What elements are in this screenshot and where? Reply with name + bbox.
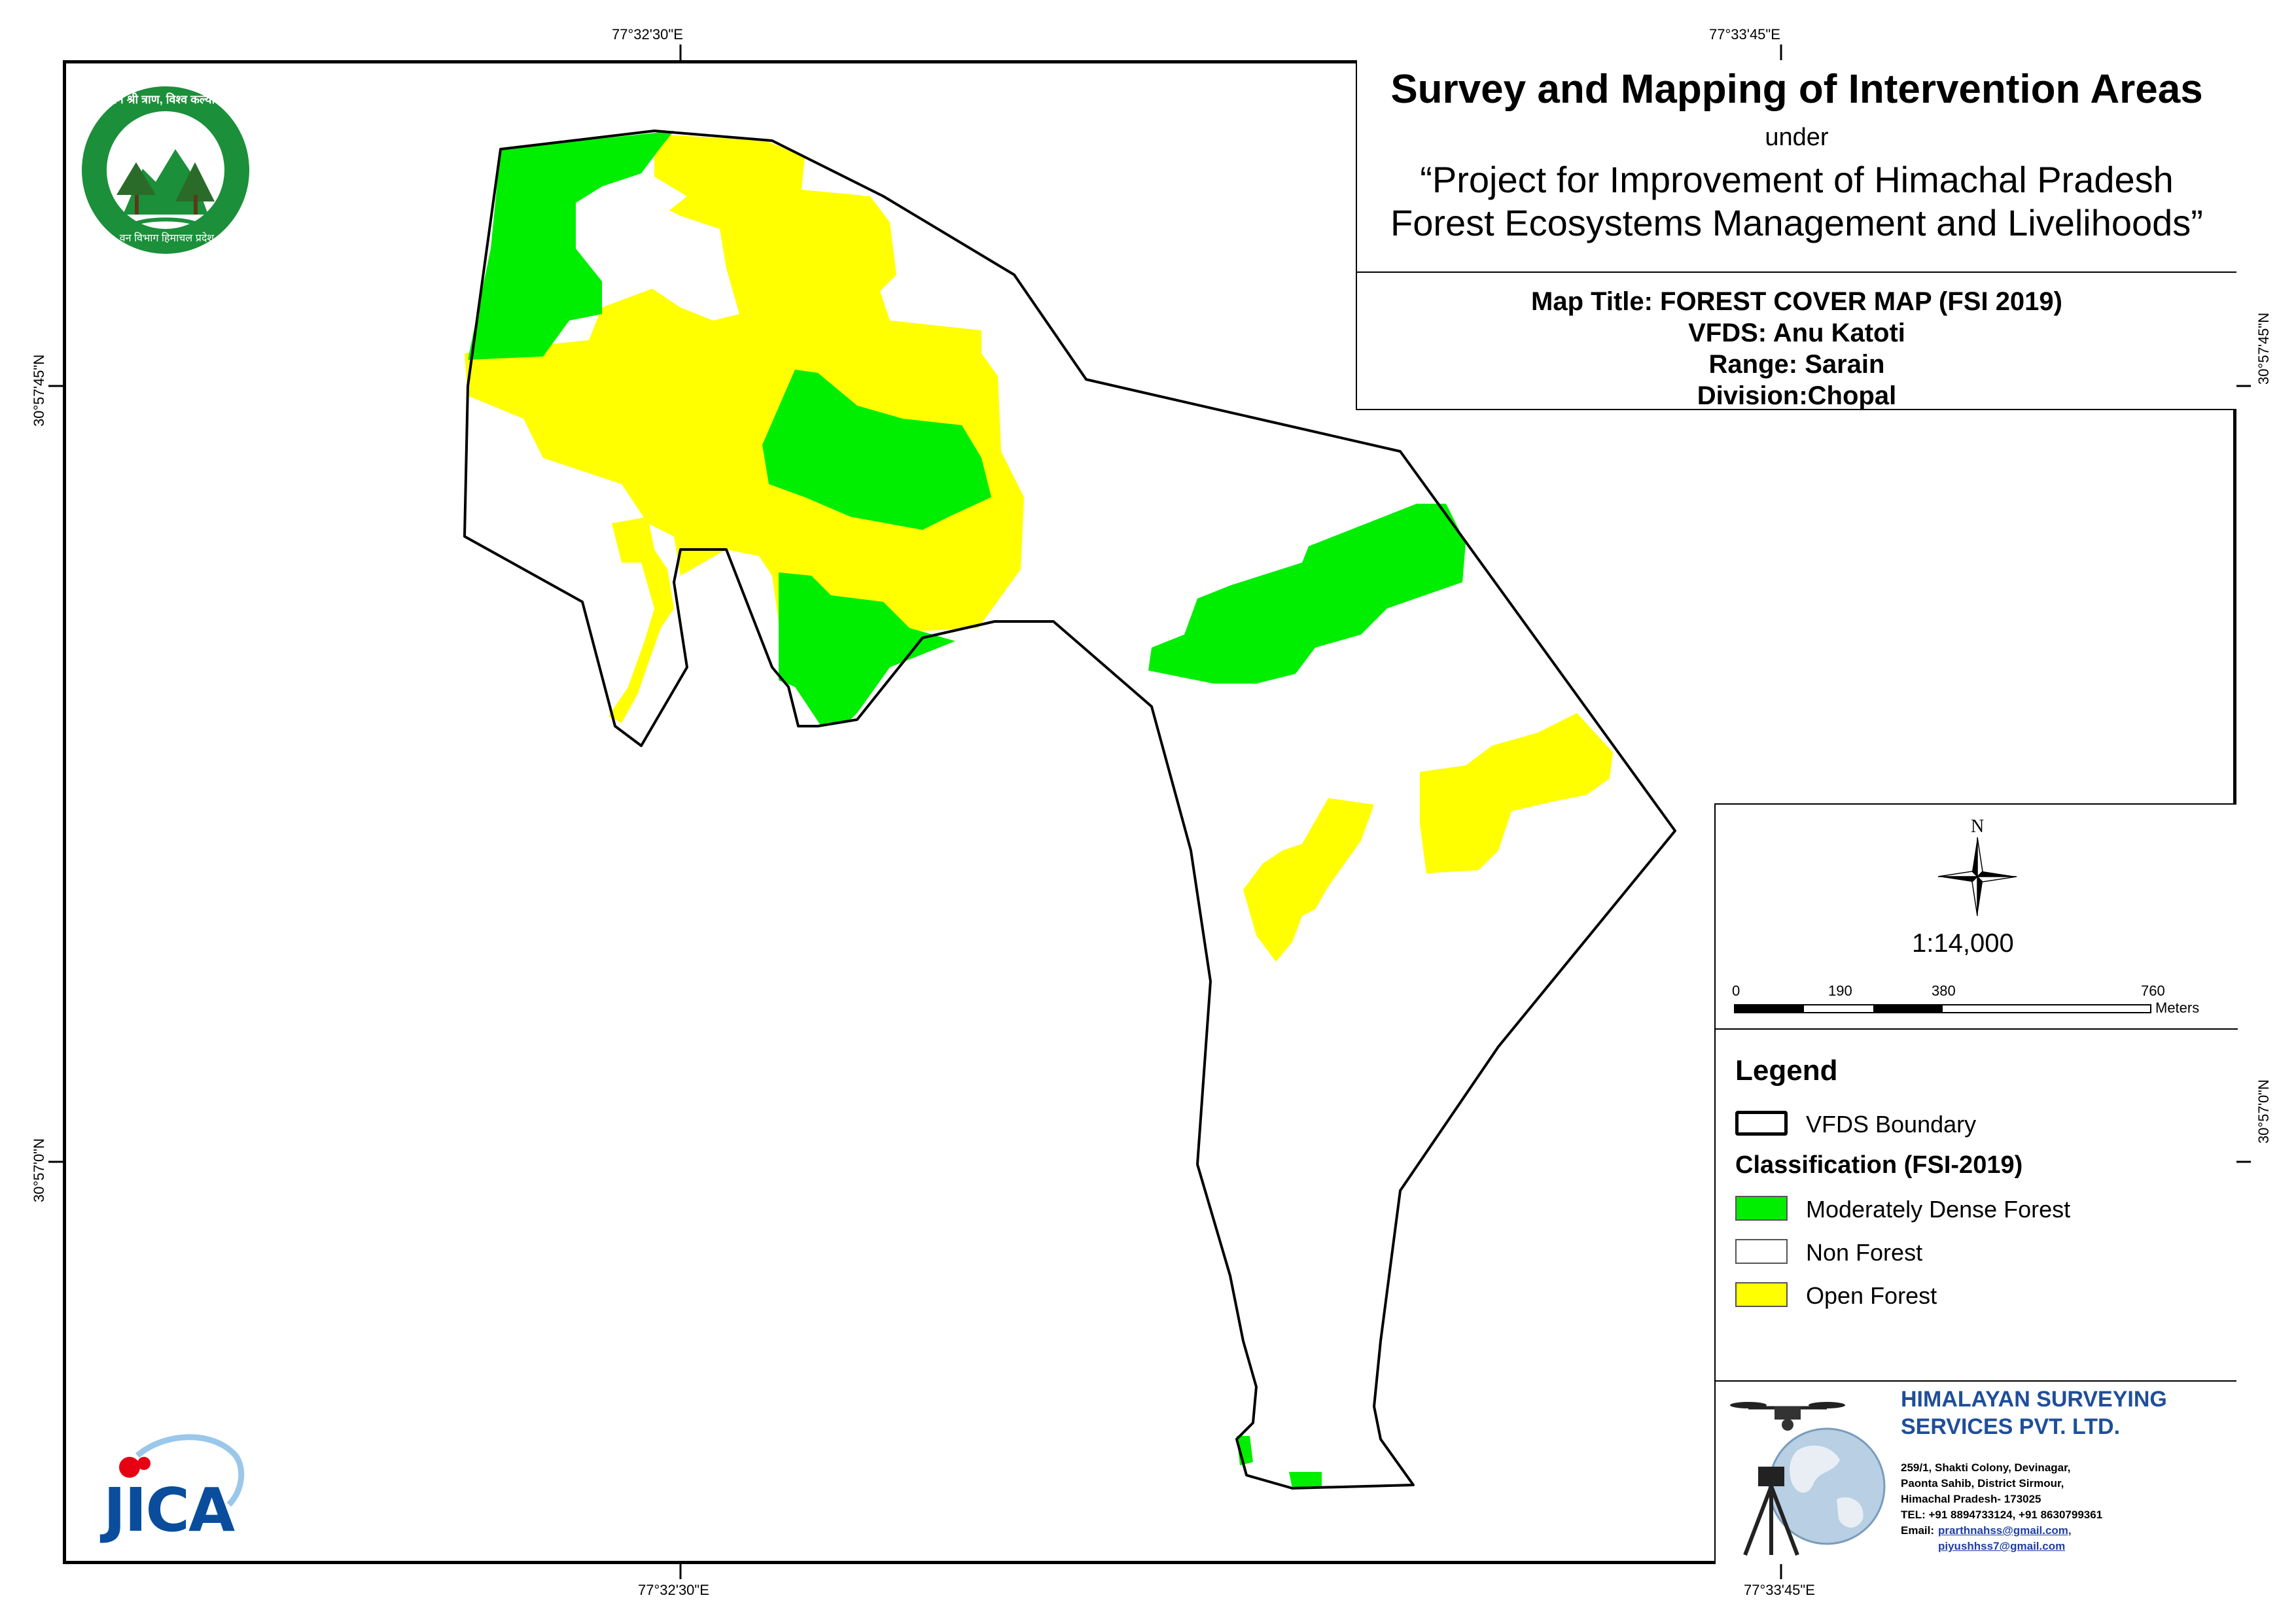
forest-department-logo-icon xyxy=(82,86,249,254)
graticule-label-top-right: 77°33'45"E xyxy=(1709,26,1780,43)
moderately-dense-patch xyxy=(762,370,991,530)
open-forest-patch xyxy=(465,134,1024,726)
division-line: Division:Chopal xyxy=(1697,381,1897,410)
project-line-2: Forest Ecosystems Management and Livelih… xyxy=(1390,202,2203,243)
scale-tick-0: 0 xyxy=(1732,983,1740,999)
vfds-line: VFDS: Anu Katoti xyxy=(1688,319,1905,347)
title-under: under xyxy=(1765,124,1829,151)
company-name-line-1: HIMALAYAN SURVEYING xyxy=(1901,1387,2167,1412)
graticule-label-bottom-right: 77°33'45"E xyxy=(1744,1582,1815,1598)
moderately-dense-patch xyxy=(468,131,674,360)
company-name-line-2: SERVICES PVT. LTD. xyxy=(1901,1414,2121,1439)
map-meta-block: Map Title: FOREST COVER MAP (FSI 2019) V… xyxy=(1356,273,2236,410)
non-forest-patch xyxy=(576,196,739,321)
north-label: N xyxy=(1971,816,1985,837)
project-line-1: “Project for Improvement of Himachal Pra… xyxy=(1420,159,2174,200)
jica-logo-icon xyxy=(119,1434,245,1507)
company-address-1: 259/1, Shakti Colony, Devinagar, xyxy=(1901,1461,2071,1474)
company-email-label: Email: xyxy=(1901,1524,1935,1537)
legend-swatch-moderately-dense xyxy=(1735,1196,1788,1221)
moderately-dense-patch xyxy=(1148,504,1466,684)
scale-tick-380: 380 xyxy=(1932,983,1956,999)
scale-tick-190: 190 xyxy=(1828,983,1852,999)
map-main-title: Survey and Mapping of Intervention Areas xyxy=(1390,67,2203,112)
legend-block: N 1:14,000 0 190 380 760 Meters Legend V… xyxy=(1714,803,2238,1380)
company-email-2[interactable]: piyushhss7@gmail.com xyxy=(1938,1540,2066,1552)
scale-tick-760: 760 xyxy=(2141,983,2165,999)
graticule-label-bottom-left: 77°32'30"E xyxy=(638,1582,709,1598)
drone-globe-tripod-icon xyxy=(1730,1402,1886,1556)
open-forest-areas xyxy=(465,134,1613,962)
jica-logo-text: JICA xyxy=(103,1475,235,1545)
scale-unit: Meters xyxy=(2155,1000,2200,1016)
legend-swatch-open-forest xyxy=(1735,1282,1788,1307)
legend-title: Legend xyxy=(1735,1055,1838,1087)
legend-label-moderately-dense: Moderately Dense Forest xyxy=(1806,1196,2071,1223)
moderately-dense-forest-areas xyxy=(468,131,1466,1488)
company-address-3: Himachal Pradesh- 173025 xyxy=(1901,1493,2041,1505)
vfds-boundary xyxy=(463,130,1676,1490)
company-block: HIMALAYAN SURVEYING SERVICES PVT. LTD. 2… xyxy=(1714,1380,2236,1564)
legend-label-non-forest: Non Forest xyxy=(1806,1239,1923,1266)
open-forest-patch xyxy=(1420,713,1613,873)
forest-department-name: वन विभाग हिमाचल प्रदेश xyxy=(119,233,215,244)
legend-divider xyxy=(1716,1028,2238,1030)
scale-ratio: 1:14,000 xyxy=(1912,929,2014,958)
open-forest-patch xyxy=(609,517,674,723)
legend-swatch-non-forest xyxy=(1735,1239,1788,1264)
map-title-line: Map Title: FOREST COVER MAP (FSI 2019) xyxy=(1531,287,2062,316)
scale-bar xyxy=(1734,1004,2151,1013)
company-email-1[interactable]: prarthnahss@gmail.com, xyxy=(1938,1524,2072,1537)
graticule-label-top-left: 77°32'30"E xyxy=(612,26,683,43)
company-tel: TEL: +91 8894733124, +91 8630799361 xyxy=(1901,1509,2103,1521)
legend-boundary-label: VFDS Boundary xyxy=(1806,1111,1977,1138)
moderately-dense-patch xyxy=(779,572,955,726)
legend-boundary-swatch xyxy=(1735,1111,1788,1136)
open-forest-patch xyxy=(1243,798,1374,962)
legend-label-open-forest: Open Forest xyxy=(1806,1282,1937,1309)
title-block: Survey and Mapping of Intervention Areas… xyxy=(1356,60,2236,273)
forest-department-motto: वन श्री त्राण, विश्व कल्याण xyxy=(110,93,224,106)
moderately-dense-patch xyxy=(1289,1472,1322,1488)
legend-classification-title: Classification (FSI-2019) xyxy=(1735,1151,2023,1179)
north-arrow-icon xyxy=(1937,837,2017,916)
company-address-2: Paonta Sahib, District Sirmour, xyxy=(1901,1477,2064,1490)
range-line: Range: Sarain xyxy=(1708,350,1885,379)
